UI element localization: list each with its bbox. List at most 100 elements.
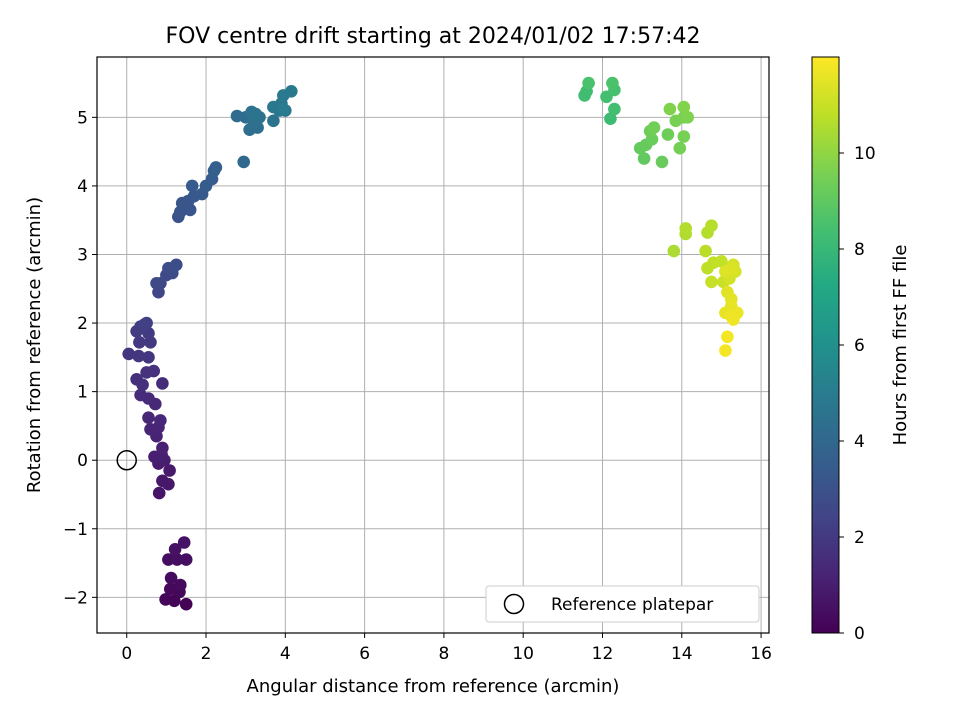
x-tick-label: 16 <box>750 644 772 664</box>
x-tick-label: 2 <box>201 644 212 664</box>
data-point <box>140 366 153 379</box>
y-tick-label: 1 <box>77 383 88 403</box>
data-point <box>705 275 718 289</box>
data-point <box>133 336 146 349</box>
data-point <box>679 222 692 235</box>
data-point <box>719 344 732 357</box>
data-point <box>604 112 617 125</box>
y-tick-label: −1 <box>63 520 88 540</box>
legend-box <box>485 585 760 623</box>
x-axis-ticks: 0 2 4 6 8 10 12 14 16 <box>121 633 772 664</box>
plot-area <box>96 56 770 634</box>
x-tick-label: 4 <box>280 644 291 664</box>
x-tick-label: 12 <box>592 644 614 664</box>
data-point <box>156 377 169 390</box>
data-point <box>140 316 153 330</box>
data-point <box>699 244 712 258</box>
y-tick-label: 0 <box>77 451 88 471</box>
data-point <box>647 121 661 134</box>
data-point <box>237 155 250 169</box>
data-point <box>715 254 728 268</box>
data-point <box>150 277 163 290</box>
colorbar-tick-label: 10 <box>854 144 876 164</box>
data-point <box>168 543 182 556</box>
legend: Reference platepar <box>485 585 760 623</box>
reference-point <box>116 449 137 471</box>
plot-frame <box>96 56 770 634</box>
data-point <box>136 378 149 392</box>
data-points <box>122 76 744 611</box>
data-point <box>185 179 199 193</box>
data-point <box>122 347 135 361</box>
legend-marker <box>503 593 525 615</box>
y-tick-label: 3 <box>77 245 88 265</box>
data-point <box>249 107 262 121</box>
data-point <box>134 388 147 402</box>
colorbar-tick-label: 2 <box>854 528 865 548</box>
x-tick-label: 8 <box>438 644 449 664</box>
y-axis-label: Rotation from reference (arcmin) <box>24 197 45 493</box>
data-point <box>582 76 595 90</box>
data-point <box>152 486 166 500</box>
x-axis-label: Angular distance from reference (arcmin) <box>247 676 620 697</box>
data-point <box>174 578 187 592</box>
colorbar-tick-label: 8 <box>854 240 865 260</box>
data-point <box>162 553 175 566</box>
data-point <box>608 102 621 116</box>
data-point <box>677 100 691 114</box>
x-tick-label: 10 <box>512 644 534 664</box>
x-tick-label: 14 <box>671 644 693 664</box>
data-point <box>721 330 734 344</box>
data-point <box>719 265 732 278</box>
data-point <box>156 441 169 455</box>
chart-title: FOV centre drift starting at 2024/01/02 … <box>166 24 701 49</box>
data-point <box>655 155 669 169</box>
colorbar-tick-label: 0 <box>854 624 865 644</box>
data-point <box>177 536 191 549</box>
data-point <box>164 582 177 596</box>
data-point <box>606 76 619 90</box>
data-point <box>705 219 718 232</box>
x-tick-label: 0 <box>121 644 132 664</box>
data-point <box>637 152 651 165</box>
data-point <box>170 258 183 272</box>
y-tick-label: 5 <box>77 108 88 128</box>
data-point <box>681 111 694 124</box>
data-point <box>142 351 155 364</box>
data-point <box>673 141 687 155</box>
x-tick-label: 6 <box>359 644 370 664</box>
y-tick-label: 2 <box>77 314 88 334</box>
y-tick-label: −2 <box>63 588 88 608</box>
y-axis-ticks: −2 −1 0 1 2 3 4 5 <box>63 108 97 608</box>
data-point <box>209 161 223 174</box>
data-point <box>163 464 176 477</box>
data-point <box>663 102 677 116</box>
data-point <box>267 114 280 128</box>
colorbar-gradient <box>811 56 840 634</box>
data-point <box>179 553 193 566</box>
data-point <box>285 85 298 98</box>
reference-marker <box>116 449 137 471</box>
data-point <box>159 593 172 606</box>
colorbar-ticks: 0 2 4 6 8 10 <box>839 144 876 644</box>
colorbar-tick-label: 4 <box>854 432 865 452</box>
data-point <box>156 474 169 488</box>
data-point <box>677 130 691 143</box>
grid-lines <box>97 57 769 633</box>
colorbar-tick-label: 6 <box>854 336 865 356</box>
data-point <box>179 597 193 611</box>
data-point <box>667 244 681 258</box>
y-tick-label: 4 <box>77 177 88 197</box>
legend-label: Reference platepar <box>551 595 713 615</box>
data-point <box>142 411 155 425</box>
colorbar: 0 2 4 6 8 10 Hours from first FF file <box>811 56 911 644</box>
data-point <box>164 571 178 585</box>
data-point <box>661 128 675 141</box>
data-point <box>727 313 740 326</box>
colorbar-label: Hours from first FF file <box>890 245 911 446</box>
data-point <box>170 553 184 566</box>
data-point <box>154 414 167 427</box>
data-point <box>132 349 145 363</box>
data-point <box>277 102 290 116</box>
